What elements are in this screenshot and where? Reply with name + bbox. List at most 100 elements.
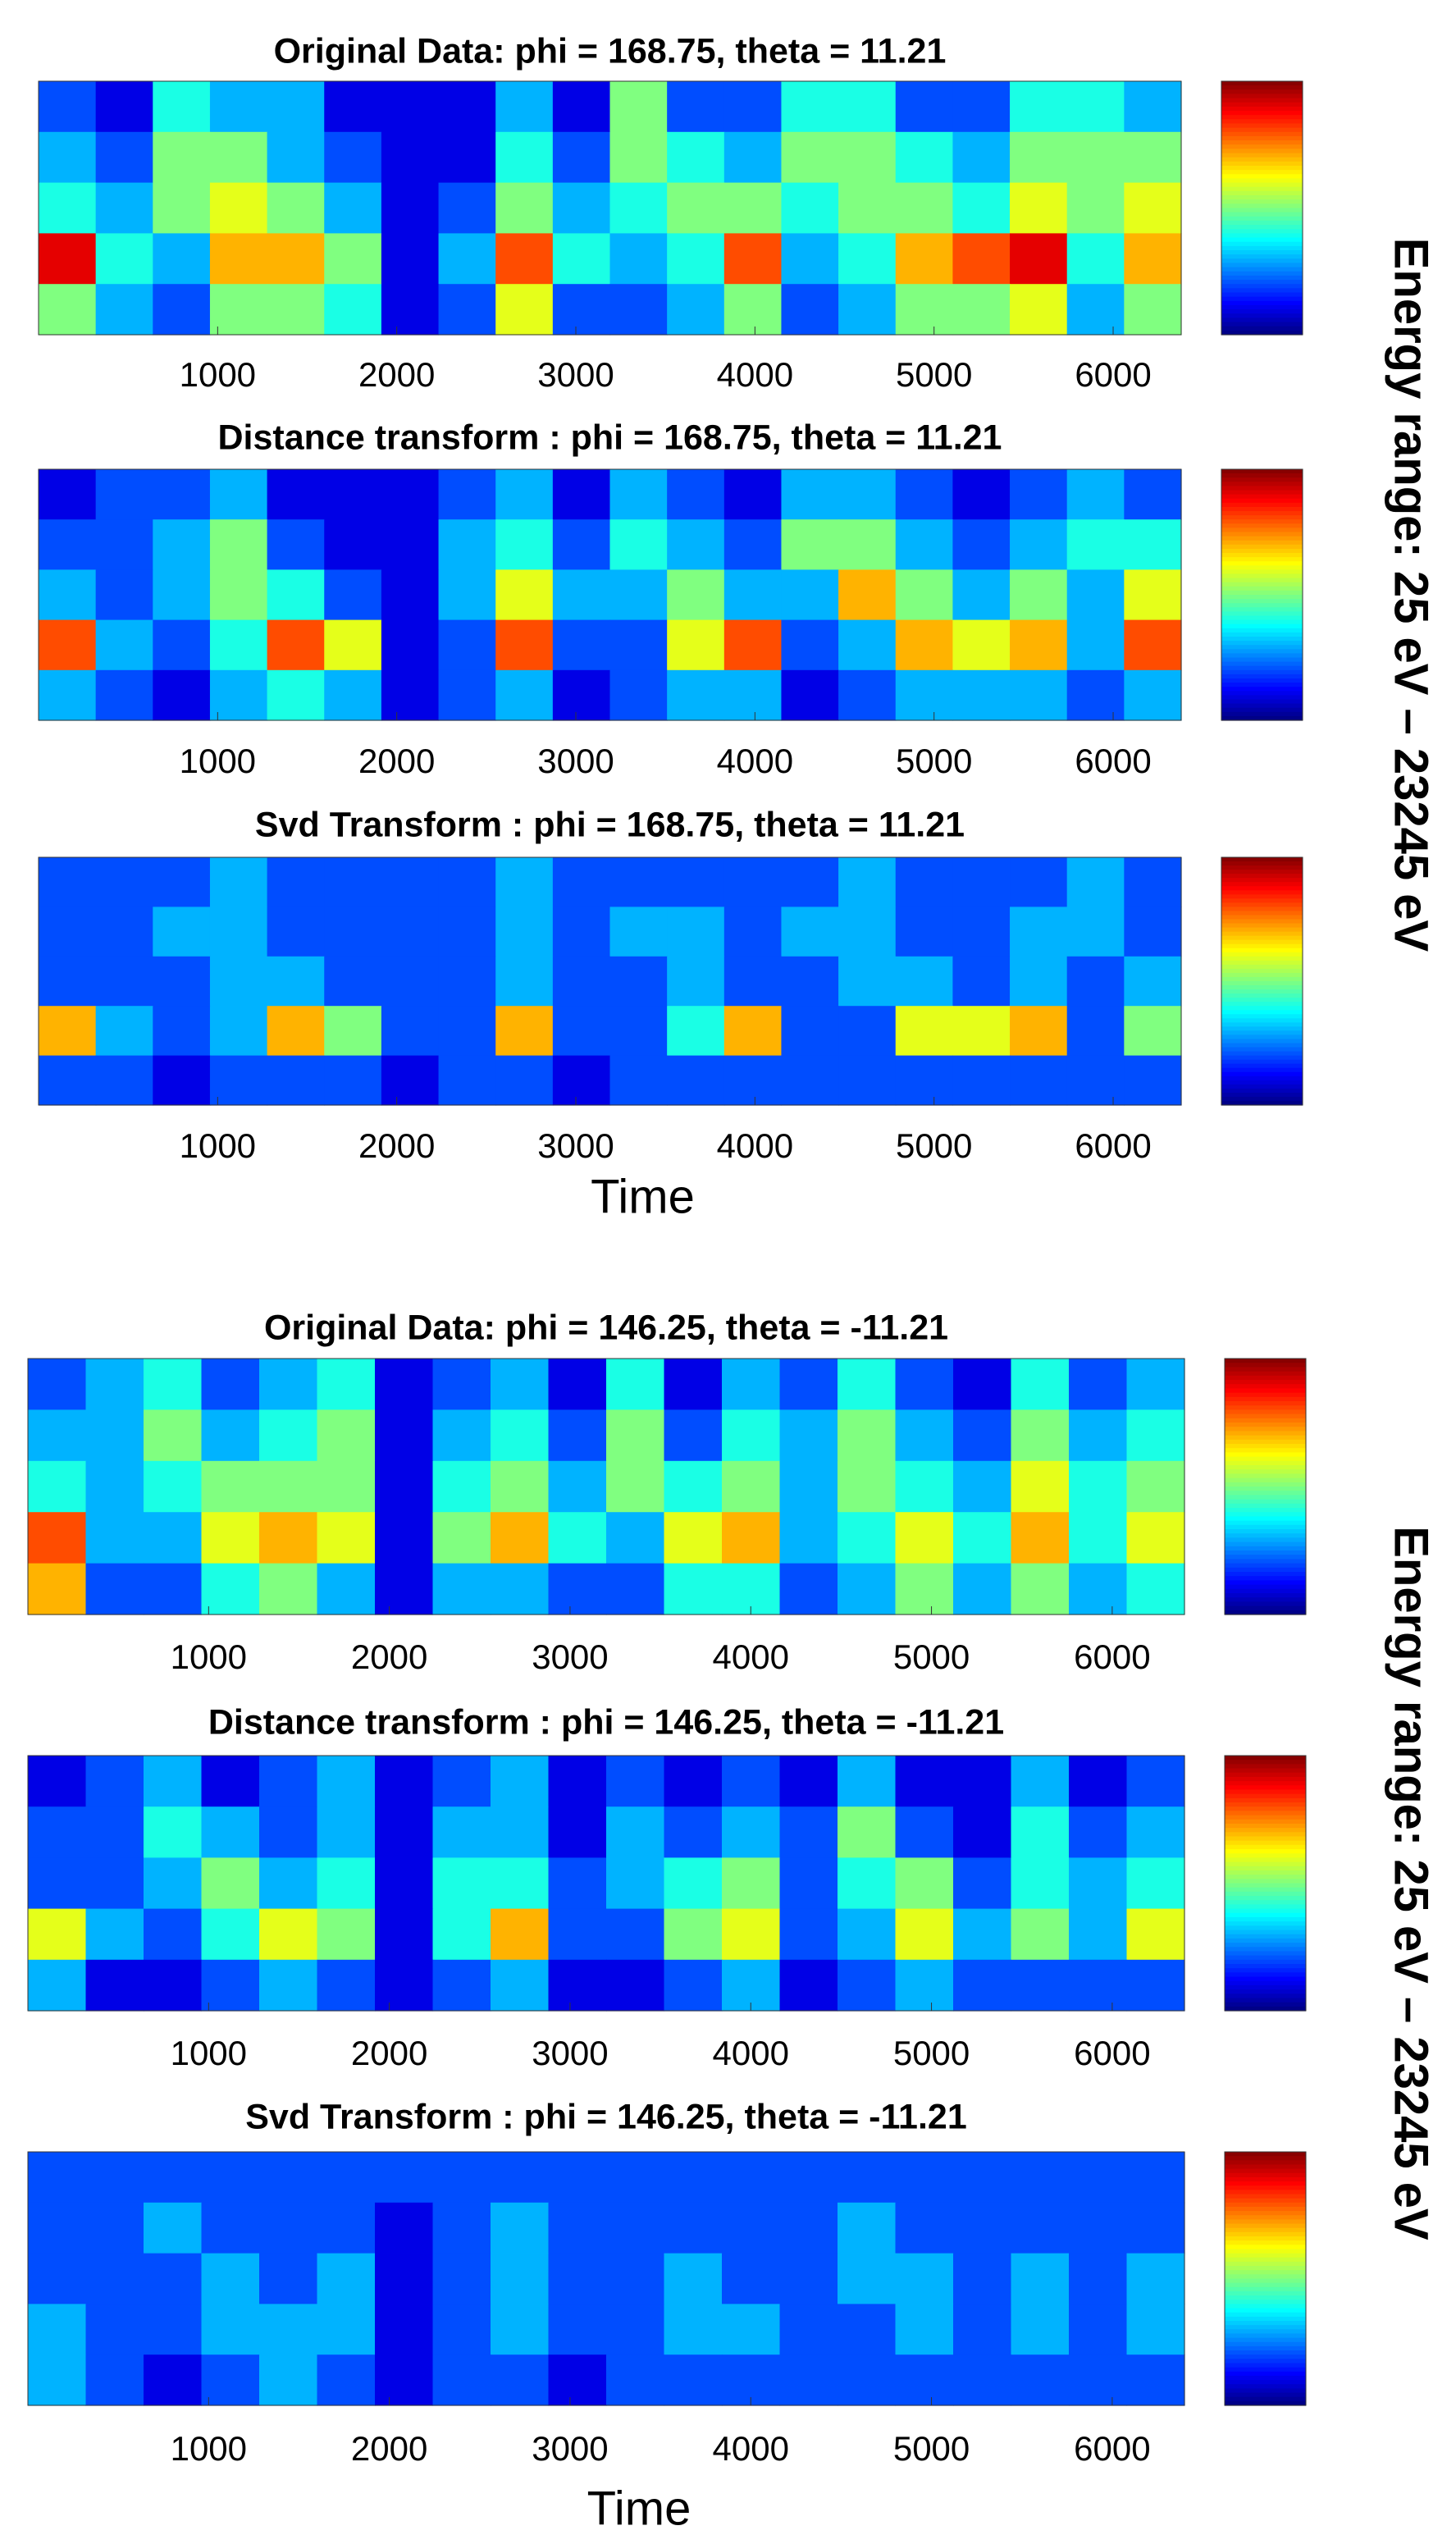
heatmap-cell: [324, 469, 382, 520]
heatmap-cell: [1010, 131, 1068, 184]
heatmap-cell: [39, 1006, 97, 1057]
heatmap-cell: [259, 2202, 318, 2254]
heatmap-cell: [779, 2152, 838, 2204]
heatmap-cell: [28, 2304, 87, 2355]
colorbar-step: [1221, 1092, 1303, 1098]
colorbar-step: [1221, 1080, 1303, 1085]
heatmap-cell: [895, 1756, 954, 1807]
heatmap-cell: [259, 2304, 318, 2355]
colorbar-step: [1221, 993, 1303, 998]
colorbar-step: [1221, 1014, 1303, 1019]
colorbar-step: [1225, 2359, 1306, 2364]
colorbar-step: [1221, 115, 1303, 120]
heatmap-cell: [1010, 669, 1068, 721]
heatmap-cell: [838, 1055, 897, 1106]
colorbar-step: [1221, 874, 1303, 879]
heatmap-cell: [781, 907, 839, 957]
heatmap-cell: [438, 284, 496, 336]
heatmap-cell: [153, 857, 211, 907]
heatmap-cell: [39, 284, 97, 336]
heatmap-cell: [667, 233, 725, 285]
heatmap-cell: [723, 907, 783, 957]
heatmap-cell: [838, 2202, 897, 2254]
heatmap-cell: [1010, 907, 1068, 957]
heatmap-cell: [39, 569, 97, 621]
heatmap-cell: [552, 1055, 611, 1106]
heatmap-cell: [201, 1756, 260, 1807]
heatmap-cell: [838, 1563, 897, 1615]
colorbar-step: [1221, 861, 1303, 866]
colorbar-step: [1225, 1976, 1306, 1982]
heatmap-cell: [495, 284, 554, 336]
heatmap-cell: [1066, 81, 1125, 133]
x-tick-label: 3000: [537, 355, 614, 394]
colorbar-step: [1221, 557, 1303, 562]
heatmap-cell: [317, 1756, 376, 1807]
heatmap-cell: [952, 669, 1011, 721]
colorbar-step: [1221, 212, 1303, 217]
heatmap-cell: [317, 1512, 376, 1564]
heatmap-cell: [39, 182, 97, 234]
colorbar-step: [1225, 2304, 1306, 2309]
heatmap-cell: [495, 1055, 554, 1106]
colorbar-step: [1221, 119, 1303, 125]
colorbar-step: [1225, 1815, 1306, 1820]
heatmap-cell: [667, 131, 725, 184]
colorbar-step: [1221, 178, 1303, 184]
heatmap-cell: [895, 956, 953, 1007]
colorbar-step: [1225, 2396, 1306, 2402]
colorbar-step: [1225, 1947, 1306, 1953]
colorbar-step: [1221, 902, 1303, 907]
heatmap-cell: [664, 1563, 723, 1615]
heatmap-cell: [85, 1460, 144, 1513]
colorbar-step: [1221, 98, 1303, 103]
heatmap-cell: [609, 857, 668, 907]
heatmap-cell: [438, 669, 496, 721]
heatmap-cell: [85, 1959, 144, 2012]
colorbar-step: [1221, 649, 1303, 654]
heatmap-cell: [495, 182, 554, 234]
colorbar-step: [1225, 1593, 1306, 1598]
colorbar-step: [1221, 907, 1303, 912]
heatmap-cell: [438, 956, 496, 1007]
colorbar-step: [1225, 2190, 1306, 2195]
colorbar-step: [1225, 1853, 1306, 1858]
heatmap-cell: [259, 1512, 318, 1564]
colorbar-step: [1225, 1968, 1306, 1973]
heatmap-cell: [259, 1806, 318, 1858]
heatmap-cell: [432, 1359, 491, 1410]
colorbar-step: [1225, 1409, 1306, 1415]
colorbar-step: [1225, 1955, 1306, 1961]
heatmap-cell: [895, 1563, 954, 1615]
heatmap-cell: [381, 519, 440, 570]
heatmap-cell: [28, 2253, 87, 2304]
heatmap-cell: [779, 1563, 838, 1615]
heatmap-cell: [438, 857, 496, 907]
heatmap-cell: [606, 1460, 665, 1513]
colorbar-step: [1225, 1478, 1306, 1483]
colorbar-step: [1221, 935, 1303, 941]
heatmap-cell: [1069, 1359, 1128, 1410]
heatmap-cell: [781, 81, 839, 133]
colorbar-step: [1225, 1401, 1306, 1406]
colorbar-step: [1225, 1375, 1306, 1381]
heatmap-cell: [1069, 1908, 1128, 1961]
heatmap-cell: [1126, 1806, 1185, 1858]
heatmap-cell: [895, 81, 953, 133]
colorbar-step: [1225, 1998, 1306, 2003]
heatmap-cell: [781, 857, 839, 907]
colorbar-step: [1225, 1610, 1306, 1615]
colorbar-step: [1225, 1811, 1306, 1816]
colorbar-step: [1225, 1861, 1306, 1867]
colorbar-step: [1225, 1427, 1306, 1432]
x-axis-label: Time: [591, 1170, 695, 1223]
heatmap-cell: [1069, 2152, 1128, 2204]
heatmap-cell: [838, 669, 897, 721]
heatmap-cell: [1010, 81, 1068, 133]
colorbar-step: [1225, 1891, 1306, 1897]
heatmap-cell: [267, 1055, 325, 1106]
colorbar-step: [1225, 1972, 1306, 1978]
heatmap-cell: [1069, 2253, 1128, 2304]
heatmap-cell: [153, 907, 211, 957]
heatmap-cell: [1011, 2253, 1070, 2304]
